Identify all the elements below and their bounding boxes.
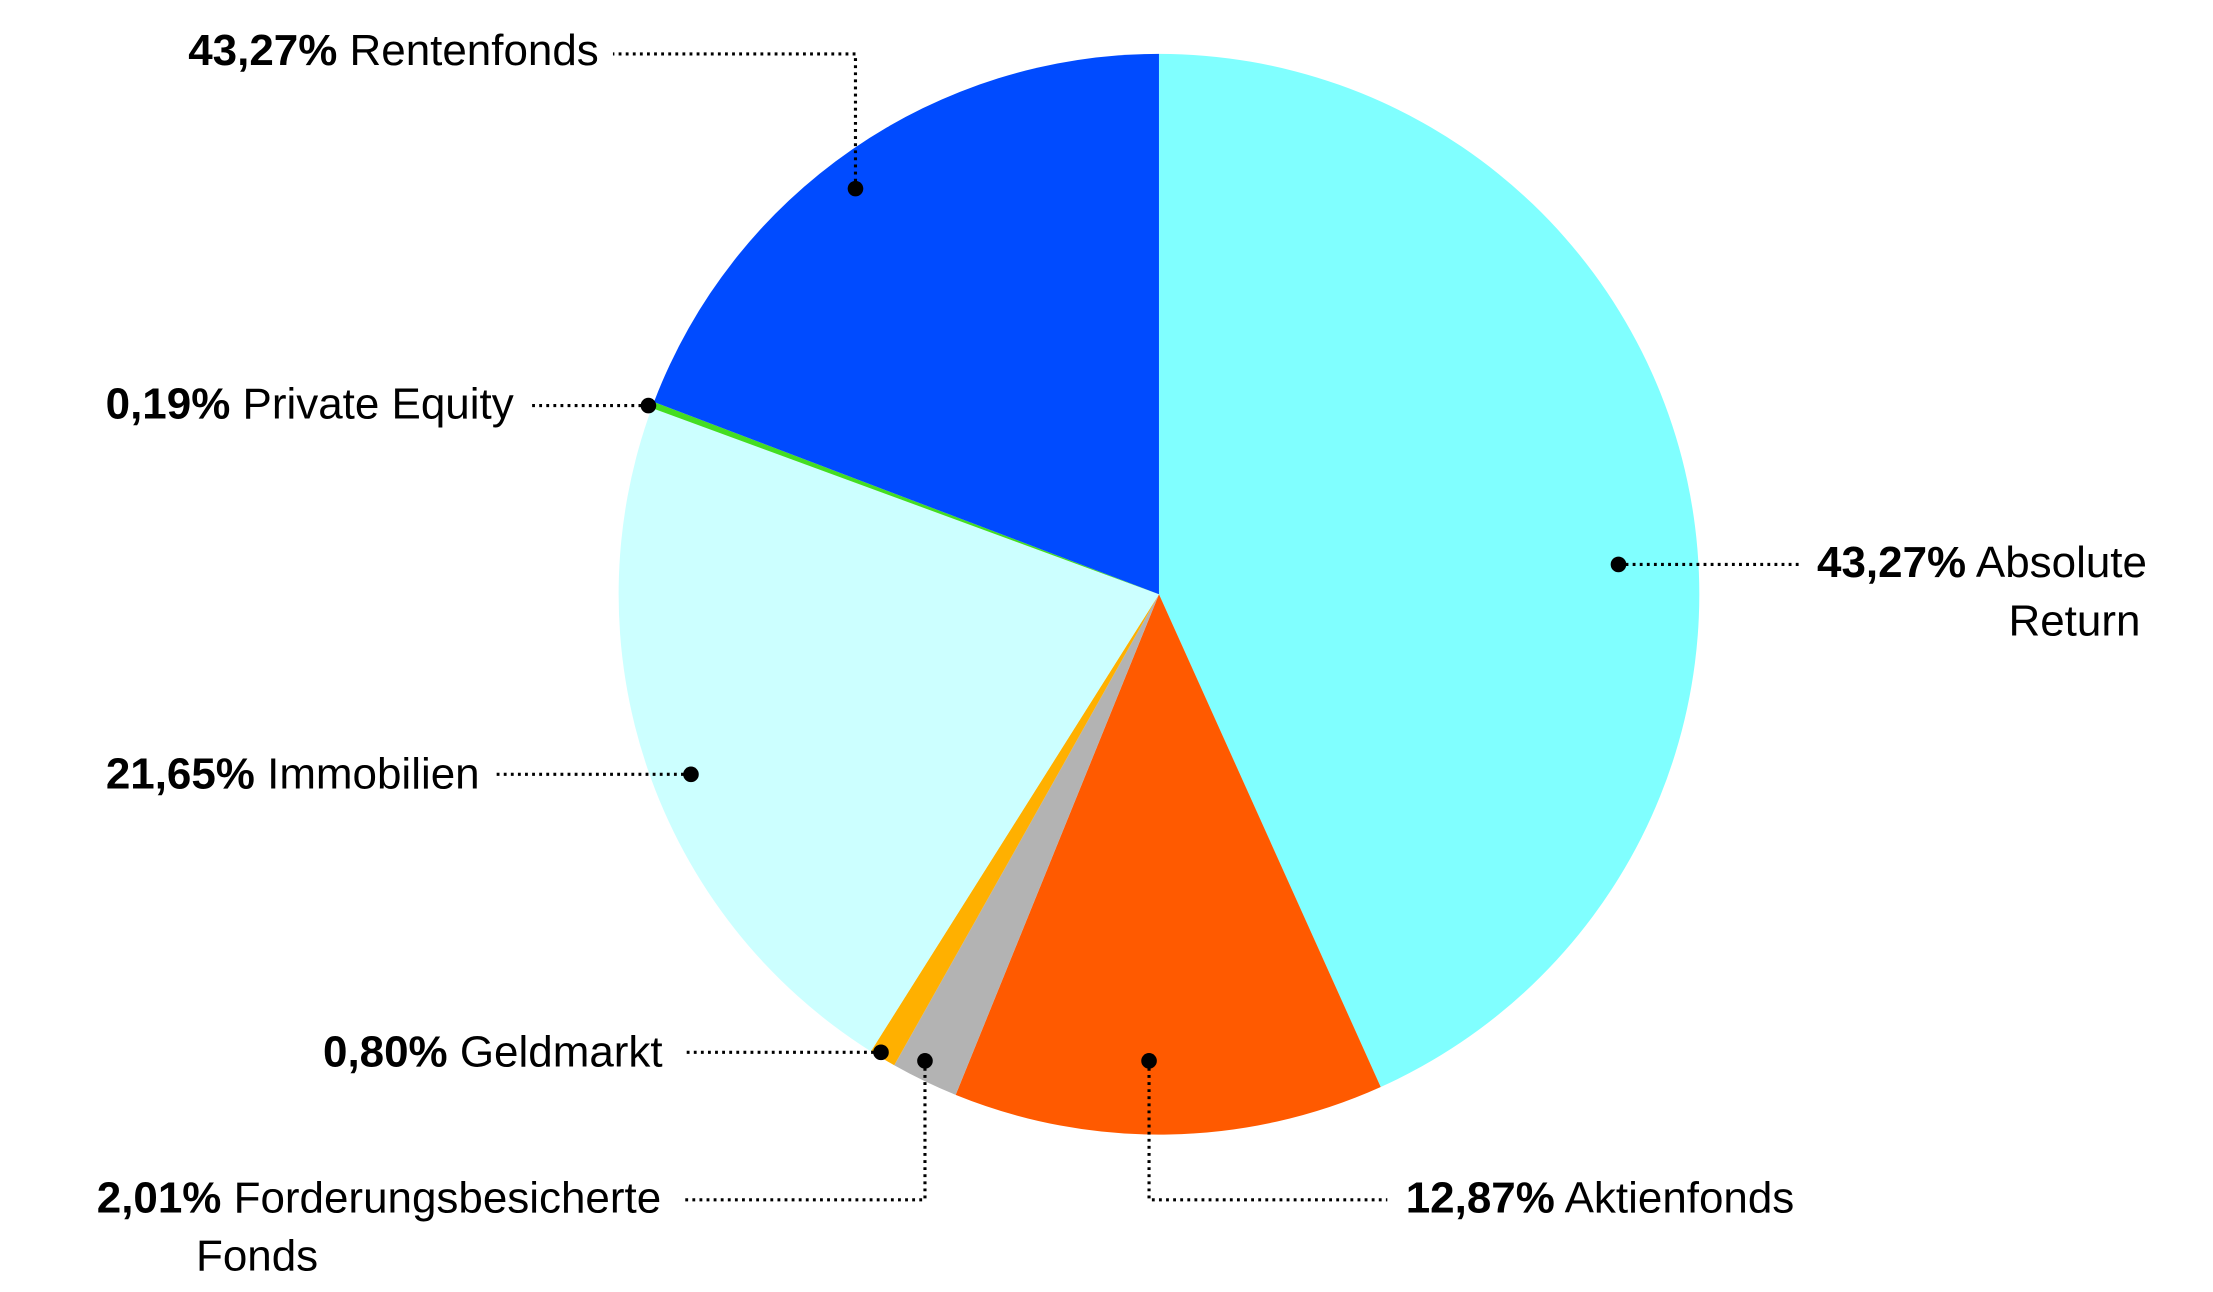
slice-labels: 43,27% Absolute Return 12,87% Aktienfonds 2… — [97, 26, 2147, 1280]
slice-percent: 21,65% — [106, 750, 255, 799]
pie-slice-immobilien — [618, 408, 1159, 1052]
slice-name: Immobilien — [255, 750, 480, 799]
slice-name: Aktienfonds — [1555, 1174, 1794, 1223]
slice-label-rentenfonds: 43,27% Rentenfonds — [188, 26, 599, 75]
slice-label-absolute-return: 43,27% Absolute — [1817, 538, 2147, 587]
slice-name: Absolute — [1966, 538, 2147, 587]
slice-name: Rentenfonds — [337, 26, 598, 75]
pie-slice-forderungsbesicherte-fonds — [894, 594, 1159, 1095]
leader-line-rentenfonds — [612, 52, 858, 189]
pie-slice-rentenfonds — [653, 53, 1159, 595]
slice-name: Geldmarkt — [448, 1028, 663, 1077]
slice-label-private-equity: 0,19% Private Equity — [106, 379, 514, 428]
leader-dot-private-equity — [640, 397, 657, 414]
slice-percent: 12,87% — [1406, 1174, 1555, 1223]
slice-name: Private Equity — [230, 379, 513, 428]
pie-slice-private-equity — [651, 401, 1159, 595]
slice-percent: 0,19% — [106, 379, 231, 428]
leader-dot-rentenfonds — [847, 180, 864, 197]
slice-name: Forderungsbesicherte — [221, 1174, 661, 1223]
slice-percent: 43,27% — [1817, 538, 1966, 587]
leader-dot-aktienfonds — [1141, 1053, 1157, 1069]
slice-label-line2-absolute-return: Return — [2008, 596, 2140, 645]
pie-slice-geldmarkt — [870, 594, 1159, 1066]
slice-label-aktienfonds: 12,87% Aktienfonds — [1406, 1174, 1795, 1223]
slice-label-immobilien: 21,65% Immobilien — [106, 750, 480, 799]
slice-percent: 2,01% — [97, 1174, 222, 1223]
pie-slice-absolute-return — [1158, 53, 1700, 1087]
slice-label-forderungsbesicherte-fonds: 2,01% Forderungsbesicherte — [97, 1174, 661, 1223]
pie-slices — [618, 53, 1700, 1135]
leader-line-aktienfonds — [1147, 1060, 1388, 1202]
pie-slice-aktienfonds — [955, 594, 1381, 1135]
leader-dot-absolute-return — [1610, 556, 1627, 573]
slice-percent: 0,80% — [323, 1028, 448, 1077]
leader-dot-forderungsbesicherte-fonds — [917, 1053, 933, 1069]
leader-dot-geldmarkt — [873, 1044, 889, 1061]
slice-percent: 43,27% — [188, 26, 337, 75]
slice-label-geldmarkt: 0,80% Geldmarkt — [323, 1028, 663, 1077]
leader-lines — [493, 52, 1802, 1202]
leader-line-forderungsbesicherte-fonds — [683, 1060, 927, 1202]
leader-dot-immobilien — [683, 766, 699, 783]
slice-label-line2-forderungsbesicherte-fonds: Fonds — [196, 1232, 318, 1281]
